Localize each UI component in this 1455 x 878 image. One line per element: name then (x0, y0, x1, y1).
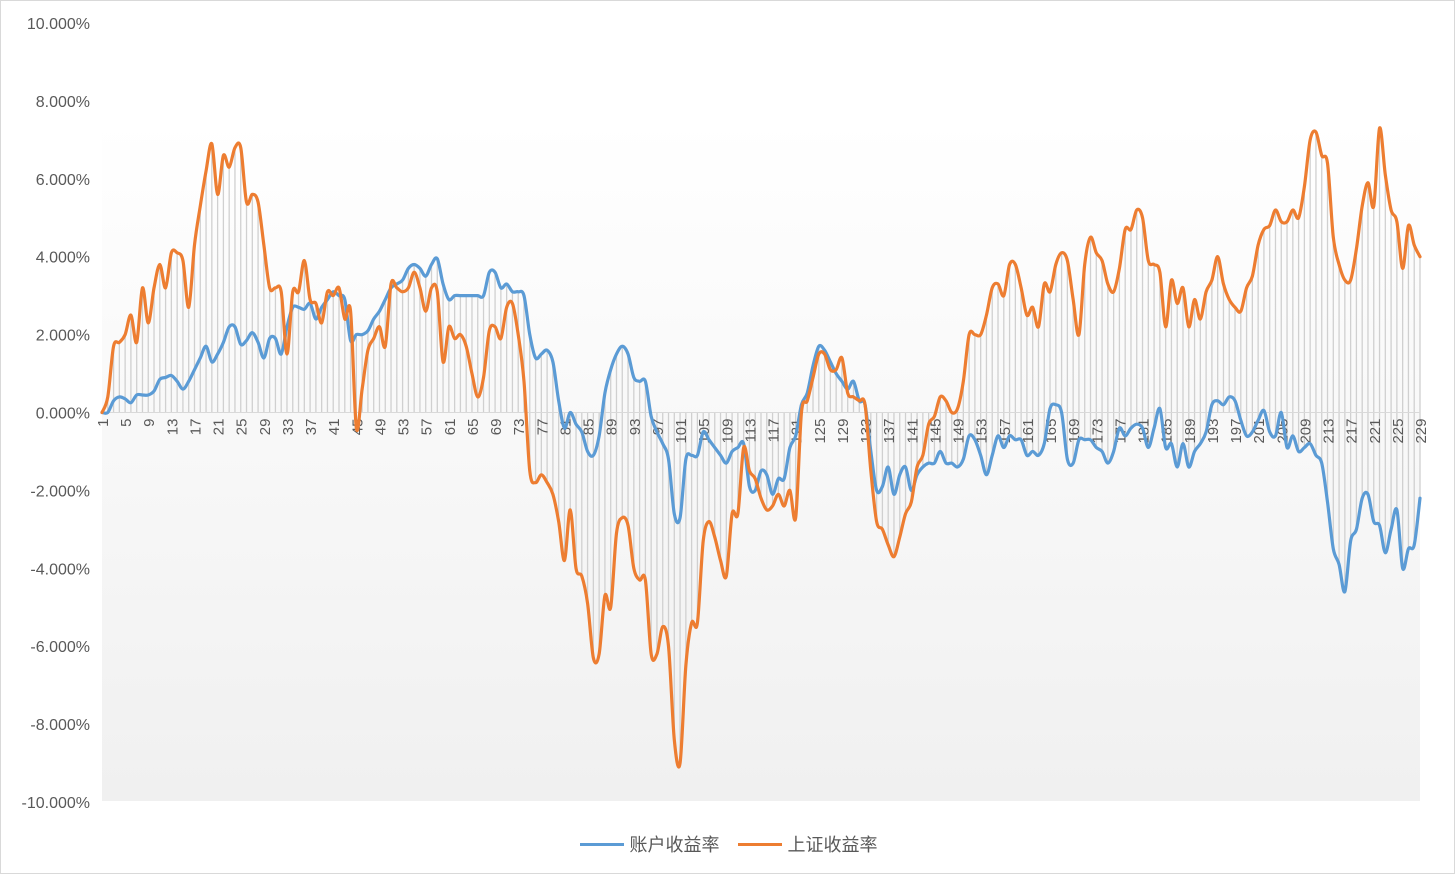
x-tick-label: 17 (187, 419, 204, 436)
x-tick-label: 21 (211, 419, 228, 436)
x-tick-label: 209 (1297, 419, 1314, 444)
x-tick-label: 65 (465, 419, 482, 436)
x-tick-label: 149 (951, 419, 968, 444)
x-tick-label: 53 (396, 419, 413, 436)
legend: 账户收益率 上证收益率 (1, 831, 1455, 857)
y-tick-label: -6.000% (30, 639, 90, 656)
x-tick-label: 29 (257, 419, 274, 436)
legend-label-account: 账户收益率 (629, 835, 720, 856)
y-tick-label: 10.000% (27, 16, 90, 33)
x-tick-label: 141 (904, 419, 921, 444)
x-tick-label: 1 (95, 419, 112, 427)
legend-item-shanghai[interactable]: 上证收益率 (737, 831, 878, 857)
x-tick-label: 153 (974, 419, 991, 444)
x-tick-label: 145 (927, 419, 944, 444)
x-tick-label: 101 (673, 419, 690, 444)
x-tick-label: 225 (1390, 419, 1407, 444)
series-lines (100, 126, 1422, 769)
x-tick-label: 61 (442, 419, 459, 436)
x-tick-label: 13 (164, 419, 181, 436)
x-tick-label: 5 (118, 419, 135, 427)
x-tick-label: 25 (234, 419, 251, 436)
x-tick-label: 9 (141, 419, 158, 427)
y-tick-label: 0.000% (36, 406, 90, 423)
x-tick-label: 69 (488, 419, 505, 436)
x-tick-label: 93 (627, 419, 644, 436)
x-tick-label: 85 (581, 419, 598, 436)
y-tick-label: -8.000% (30, 717, 90, 734)
x-tick-label: 109 (719, 419, 736, 444)
x-tick-label: 41 (326, 419, 343, 436)
x-tick-label: 77 (534, 419, 551, 436)
x-tick-label: 89 (604, 419, 621, 436)
y-tick-label: -10.000% (22, 795, 91, 812)
x-tick-label: 229 (1413, 419, 1430, 444)
x-tick-label: 113 (742, 419, 759, 443)
x-tick-label: 213 (1321, 419, 1338, 444)
x-tick-label: 217 (1344, 419, 1361, 444)
y-tick-label: 2.000% (36, 328, 90, 345)
x-tick-label: 117 (766, 419, 783, 443)
legend-item-account[interactable]: 账户收益率 (579, 831, 720, 857)
y-tick-label: -2.000% (30, 483, 90, 500)
x-tick-label: 57 (419, 419, 436, 436)
y-tick-label: 6.000% (36, 172, 90, 189)
y-tick-label: 8.000% (36, 94, 90, 111)
x-tick-label: 49 (372, 419, 389, 436)
x-tick-label: 125 (812, 419, 829, 444)
x-tick-label: 129 (835, 419, 852, 444)
legend-label-shanghai: 上证收益率 (787, 835, 878, 856)
x-tick-label: 221 (1367, 419, 1384, 444)
series-line (100, 256, 1422, 594)
y-tick-label: -4.000% (30, 561, 90, 578)
x-tick-label: 37 (303, 419, 320, 436)
legend-swatch-shanghai (737, 842, 782, 846)
x-tick-label: 189 (1182, 419, 1199, 444)
x-tick-label: 73 (511, 419, 528, 436)
x-tick-label: 33 (280, 419, 297, 436)
x-tick-label: 173 (1089, 419, 1106, 444)
y-tick-label: 4.000% (36, 250, 90, 267)
legend-swatch-account (579, 842, 624, 846)
series-line (100, 126, 1422, 769)
x-tick-label: 137 (881, 419, 898, 444)
x-tick-label: 161 (1020, 419, 1037, 444)
y-axis-labels: 10.000% 8.000% 6.000% 4.000% 2.000% 0.000% -2.… (22, 16, 91, 812)
